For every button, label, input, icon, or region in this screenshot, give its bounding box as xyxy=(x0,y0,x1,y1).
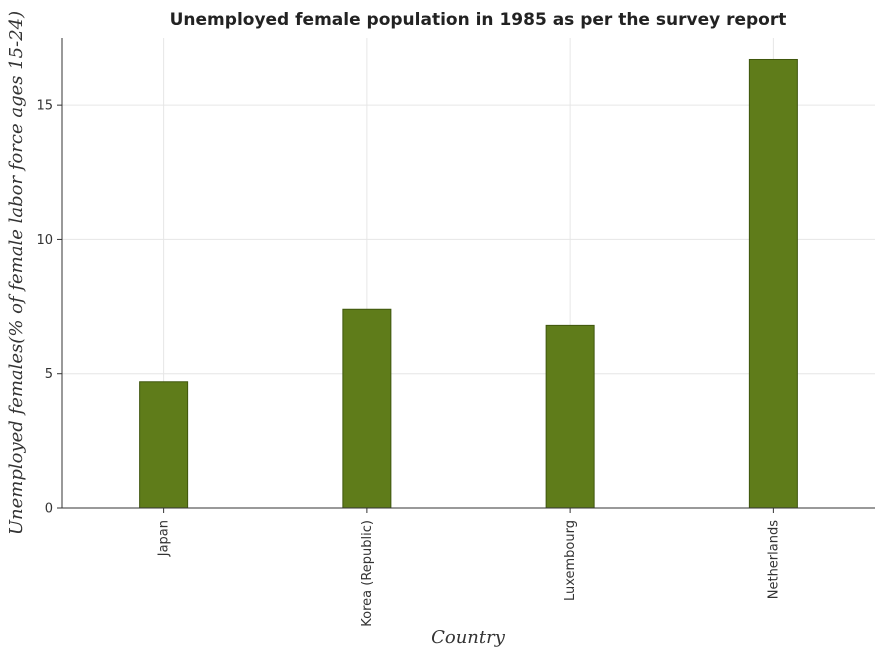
bar-luxembourg xyxy=(545,324,595,509)
bar-japan xyxy=(139,381,189,509)
y-ticks: 0 5 10 15 xyxy=(36,99,62,517)
x-ticks: Japan Korea (Republic) Luxembourg Netherlan… xyxy=(157,508,781,627)
chart-title: Unemployed female population in 1985 as … xyxy=(170,10,787,30)
y-tick-label: 10 xyxy=(36,233,53,248)
x-tick-label: Japan xyxy=(157,520,172,557)
y-tick-label: 0 xyxy=(45,502,53,517)
y-tick-label: 15 xyxy=(36,99,53,114)
x-tick-label: Luxembourg xyxy=(563,520,578,601)
x-tick-label: Netherlands xyxy=(766,520,781,599)
bar-korea-republic xyxy=(342,308,392,509)
axes xyxy=(61,38,875,509)
x-axis-label: Country xyxy=(431,627,506,648)
y-axis-label: Unemployed females(% of female labor for… xyxy=(6,11,27,535)
bars xyxy=(139,58,798,509)
x-tick-label: Korea (Republic) xyxy=(360,520,375,627)
bar-netherlands xyxy=(748,58,798,509)
y-tick-label: 5 xyxy=(45,367,53,382)
